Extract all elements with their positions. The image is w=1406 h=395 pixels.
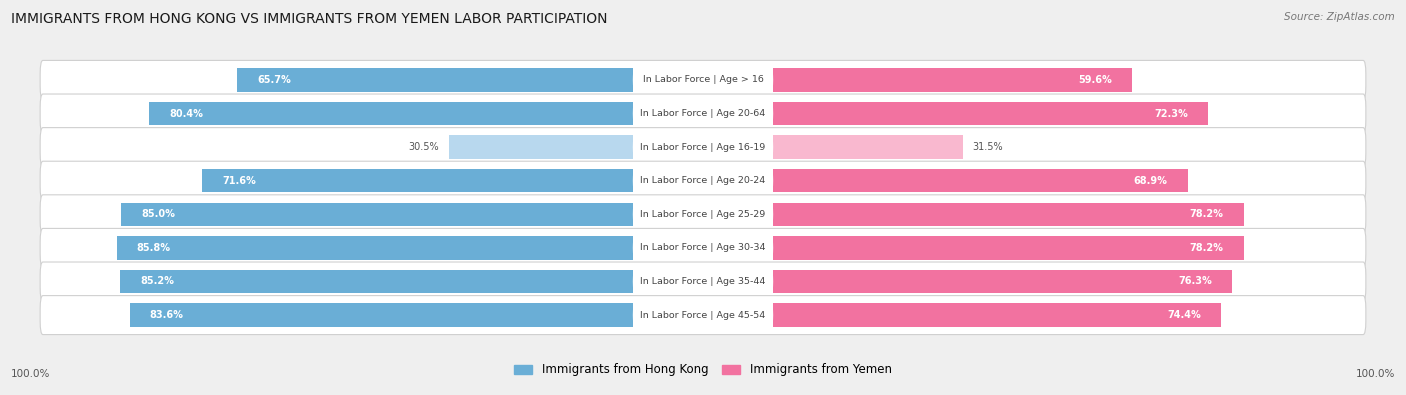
Bar [149, 102, 633, 125]
FancyBboxPatch shape [633, 270, 773, 293]
Bar [773, 236, 1244, 260]
FancyBboxPatch shape [633, 203, 773, 226]
Legend: Immigrants from Hong Kong, Immigrants from Yemen: Immigrants from Hong Kong, Immigrants fr… [510, 359, 896, 381]
Text: In Labor Force | Age 16-19: In Labor Force | Age 16-19 [640, 143, 766, 152]
Text: 100.0%: 100.0% [11, 369, 51, 379]
Text: 74.4%: 74.4% [1167, 310, 1201, 320]
Text: 78.2%: 78.2% [1189, 243, 1223, 253]
Bar [238, 68, 633, 92]
Text: 100.0%: 100.0% [1355, 369, 1395, 379]
Text: In Labor Force | Age 45-54: In Labor Force | Age 45-54 [640, 310, 766, 320]
Text: Source: ZipAtlas.com: Source: ZipAtlas.com [1284, 12, 1395, 22]
FancyBboxPatch shape [633, 169, 773, 192]
Text: 31.5%: 31.5% [973, 142, 1004, 152]
Bar [129, 303, 633, 327]
FancyBboxPatch shape [41, 161, 1365, 200]
Text: 85.2%: 85.2% [141, 276, 174, 286]
FancyBboxPatch shape [633, 303, 773, 327]
Bar [117, 236, 633, 260]
Bar [773, 303, 1220, 327]
Text: In Labor Force | Age 30-34: In Labor Force | Age 30-34 [640, 243, 766, 252]
Text: 30.5%: 30.5% [409, 142, 439, 152]
Bar [121, 203, 633, 226]
Text: 83.6%: 83.6% [150, 310, 184, 320]
FancyBboxPatch shape [41, 128, 1365, 167]
Text: 85.8%: 85.8% [136, 243, 170, 253]
Text: In Labor Force | Age > 16: In Labor Force | Age > 16 [643, 75, 763, 85]
Text: In Labor Force | Age 20-64: In Labor Force | Age 20-64 [640, 109, 766, 118]
Text: 78.2%: 78.2% [1189, 209, 1223, 219]
Bar [120, 270, 633, 293]
FancyBboxPatch shape [41, 262, 1365, 301]
Text: 80.4%: 80.4% [169, 109, 202, 118]
Text: In Labor Force | Age 35-44: In Labor Force | Age 35-44 [640, 277, 766, 286]
Bar [773, 270, 1232, 293]
Text: 71.6%: 71.6% [222, 176, 256, 186]
FancyBboxPatch shape [633, 236, 773, 260]
FancyBboxPatch shape [633, 68, 773, 92]
Text: 68.9%: 68.9% [1133, 176, 1168, 186]
Bar [773, 68, 1132, 92]
FancyBboxPatch shape [633, 102, 773, 125]
Text: 76.3%: 76.3% [1178, 276, 1212, 286]
Text: In Labor Force | Age 20-24: In Labor Force | Age 20-24 [640, 176, 766, 185]
Bar [202, 169, 633, 192]
FancyBboxPatch shape [633, 135, 773, 159]
FancyBboxPatch shape [41, 94, 1365, 133]
Text: IMMIGRANTS FROM HONG KONG VS IMMIGRANTS FROM YEMEN LABOR PARTICIPATION: IMMIGRANTS FROM HONG KONG VS IMMIGRANTS … [11, 12, 607, 26]
FancyBboxPatch shape [41, 295, 1365, 335]
Bar [773, 102, 1208, 125]
Text: 59.6%: 59.6% [1078, 75, 1112, 85]
Text: 65.7%: 65.7% [257, 75, 291, 85]
Bar [450, 135, 633, 159]
Text: In Labor Force | Age 25-29: In Labor Force | Age 25-29 [640, 210, 766, 219]
Bar [773, 169, 1188, 192]
Bar [773, 135, 963, 159]
Text: 85.0%: 85.0% [142, 209, 176, 219]
FancyBboxPatch shape [41, 228, 1365, 267]
FancyBboxPatch shape [41, 60, 1365, 100]
Bar [773, 203, 1244, 226]
Text: 72.3%: 72.3% [1154, 109, 1188, 118]
FancyBboxPatch shape [41, 195, 1365, 234]
